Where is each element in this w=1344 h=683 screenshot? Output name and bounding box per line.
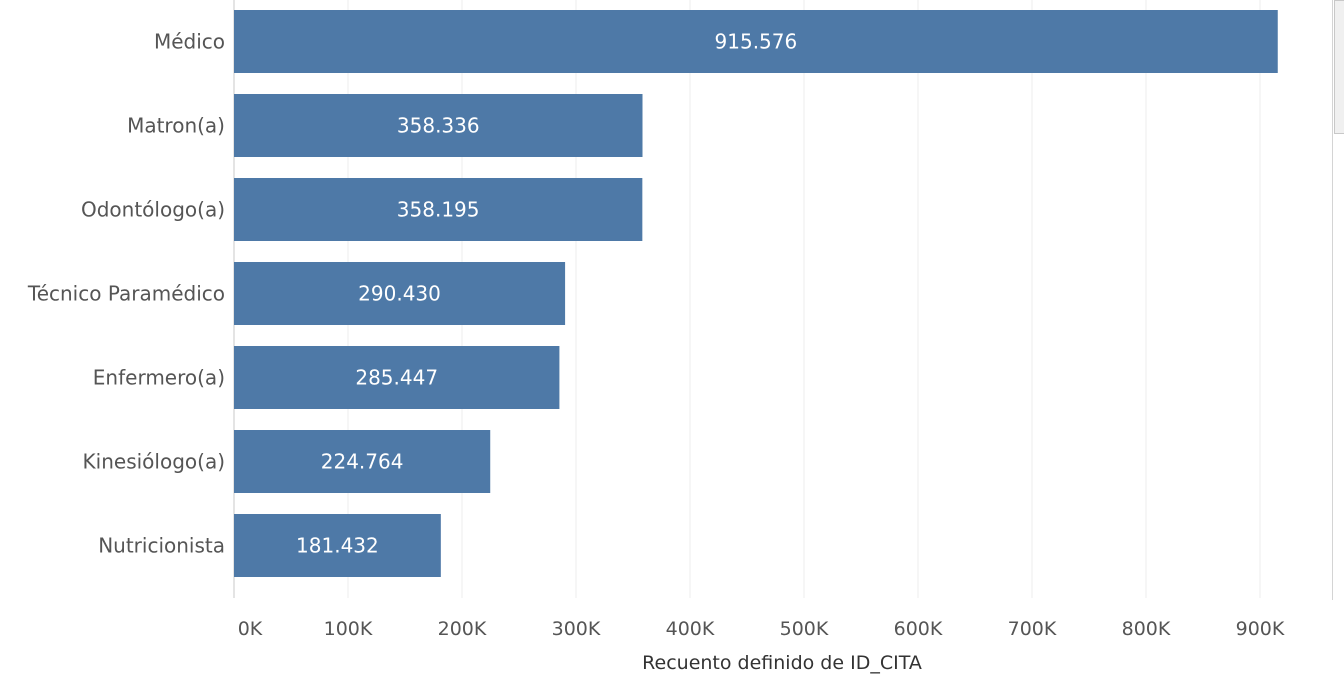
bar[interactable] xyxy=(234,94,643,157)
x-tick-label: 300K xyxy=(552,618,601,640)
bar-value-label: 915.576 xyxy=(715,30,798,54)
bar-value-label: 181.432 xyxy=(296,534,379,558)
x-tick-label: 400K xyxy=(666,618,715,640)
bar-value-label: 285.447 xyxy=(355,366,438,390)
bar[interactable] xyxy=(234,514,441,577)
category-label: Odontólogo(a) xyxy=(81,198,225,222)
category-label: Matron(a) xyxy=(127,114,225,138)
bar-value-label: 358.195 xyxy=(397,198,480,222)
scrollbar-thumb[interactable] xyxy=(1334,0,1344,134)
x-tick-label: 800K xyxy=(1122,618,1171,640)
x-tick-label: 100K xyxy=(324,618,373,640)
category-label: Nutricionista xyxy=(98,534,225,558)
bar[interactable] xyxy=(234,10,1278,73)
vertical-scrollbar[interactable] xyxy=(1332,0,1344,600)
bar[interactable] xyxy=(234,178,643,241)
bar[interactable] xyxy=(234,262,566,325)
bar-value-label: 224.764 xyxy=(321,450,404,474)
bar[interactable] xyxy=(234,430,491,493)
category-label: Psicólogo(a) xyxy=(103,618,225,642)
bar-value-label: 358.336 xyxy=(397,114,480,138)
x-axis-title: Recuento definido de ID_CITA xyxy=(642,652,922,674)
bars: 915.576 358.336 358.195 290.430 285.447 224.7… xyxy=(234,10,1278,577)
category-labels: Médico Matron(a) Odontólogo(a) Técnico Para… xyxy=(27,30,225,642)
category-label: Médico xyxy=(154,30,225,54)
x-tick-label: 500K xyxy=(780,618,829,640)
x-tick-label: 900K xyxy=(1236,618,1285,640)
bar-value-label: 290.430 xyxy=(358,282,441,306)
x-tick-label: 0K xyxy=(238,618,263,640)
x-tick-label: 600K xyxy=(894,618,943,640)
category-label: Enfermero(a) xyxy=(93,366,225,390)
category-label: Kinesiólogo(a) xyxy=(83,450,225,474)
bar[interactable] xyxy=(234,346,560,409)
x-tick-labels: 0K 100K 200K 300K 400K 500K 600K 700K 800K 900K xyxy=(238,618,1285,640)
x-tick-label: 700K xyxy=(1008,618,1057,640)
x-tick-label: 200K xyxy=(438,618,487,640)
category-label: Técnico Paramédico xyxy=(27,282,225,306)
